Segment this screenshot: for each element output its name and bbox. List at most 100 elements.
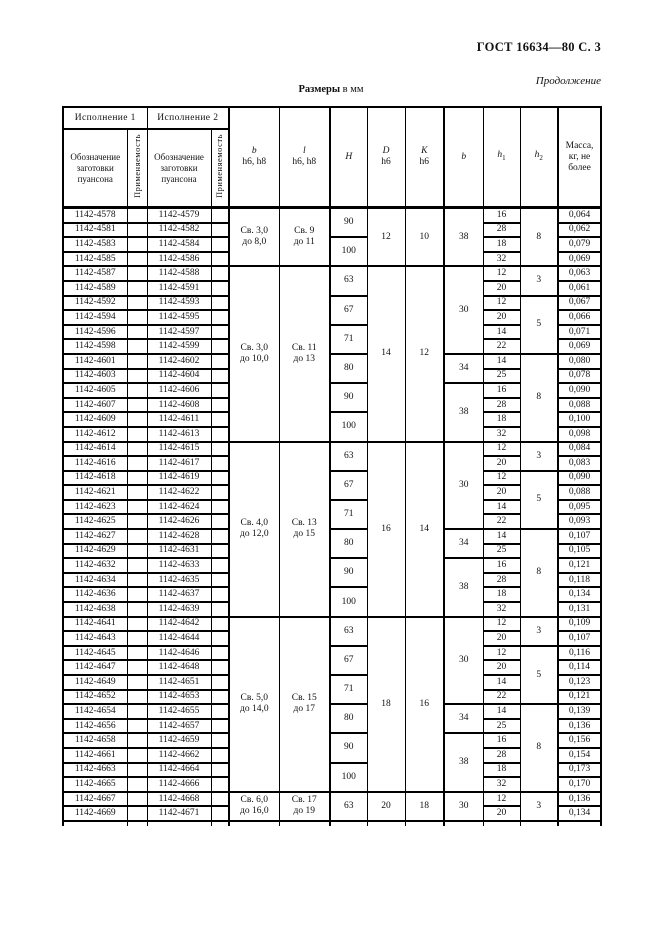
table-cell: 20 — [483, 279, 521, 296]
table-cell: 0,069 — [558, 250, 603, 267]
table-cell: 80 — [330, 703, 368, 734]
header-applicability-1: Применяемость — [127, 128, 148, 209]
table-cell — [127, 586, 148, 603]
table-cell: 0,093 — [558, 513, 603, 530]
table-cell: 1142-4595 — [147, 309, 212, 325]
table-cell: Св. 17 до 19 — [279, 790, 332, 821]
table-cell — [444, 819, 484, 826]
table-cell: 90 — [330, 557, 368, 588]
table-cell — [211, 294, 231, 311]
table-cell: 1142-4592 — [62, 294, 128, 311]
table-cell: 30 — [444, 790, 484, 821]
table-cell: 28 — [483, 221, 521, 238]
table-cell: 5 — [520, 644, 560, 705]
table-cell: 12 — [483, 644, 521, 661]
table-cell: 20 — [483, 630, 521, 646]
header-col-mass: Масса, кг, не более — [558, 106, 603, 209]
table-cell: 0,156 — [558, 732, 603, 748]
table-cell: 0,118 — [558, 571, 603, 588]
table-cell: Св. 15 до 17 — [279, 615, 332, 792]
table-row: 1142-4636 1142-4637 100 18 0,134 — [62, 586, 603, 617]
table-cell: 1142-4618 — [62, 469, 128, 486]
table-cell: 0,100 — [558, 411, 603, 427]
table-cell: 30 — [444, 615, 484, 705]
table-cell — [211, 805, 231, 821]
header-col-b: b h6, h8 — [229, 106, 280, 209]
table-cell: 12 — [405, 265, 446, 442]
table-cell: 90 — [330, 382, 368, 413]
table-cell — [211, 688, 231, 705]
table-cell: 1142-4614 — [62, 440, 128, 457]
table-cell: 1142-4623 — [62, 498, 128, 515]
table-cell: 25 — [483, 717, 521, 734]
table-cell — [127, 528, 148, 544]
table-cell: 25 — [483, 367, 521, 384]
table-cell: 0,121 — [558, 688, 603, 705]
table-cell: 0,131 — [558, 601, 603, 617]
table-cell: 30 — [444, 440, 484, 530]
table-cell: 0,088 — [558, 484, 603, 500]
table-cell: 1142-4624 — [147, 498, 212, 515]
table-cell: 1142-4579 — [147, 206, 212, 223]
table-cell — [127, 513, 148, 530]
table-cell: 22 — [483, 338, 521, 354]
table-row: 1142-4581 1142-4582 28 0,062 — [62, 221, 603, 238]
table-row: 1142-4661 1142-4662 28 0,154 — [62, 746, 603, 763]
table-cell: 20 — [483, 455, 521, 471]
table-cell: 67 — [330, 644, 368, 675]
table-cell: 71 — [330, 323, 368, 354]
table-cell — [211, 703, 231, 719]
table-cell: 1142-4588 — [147, 265, 212, 281]
table-cell: 1142-4649 — [62, 674, 128, 690]
table-cell — [127, 542, 148, 559]
table-cell: 1142-4664 — [147, 761, 212, 778]
table-cell — [211, 469, 231, 486]
table-cell — [127, 367, 148, 384]
table-cell: 20 — [483, 484, 521, 500]
table-cell — [211, 542, 231, 559]
table-cell: 0,063 — [558, 265, 603, 281]
table-cell: 0,095 — [558, 498, 603, 515]
table-cell: 12 — [483, 615, 521, 632]
table-row: 1142-4658 1142-4659 90 38 16 0,156 — [62, 732, 603, 792]
table-cell: 0,069 — [558, 338, 603, 354]
table-row: 1142-4652 1142-4653 22 0,121 — [62, 688, 603, 705]
table-row: 1142-4583 1142-4584 100 18 0,079 — [62, 236, 603, 267]
table-cell: 1142-4627 — [62, 528, 128, 544]
header-designation-1: Обозначение заготовки пуансона — [62, 128, 128, 209]
table-row: 1142-4585 1142-4586 32 0,069 — [62, 250, 603, 267]
table-cell: 1142-4607 — [62, 396, 128, 413]
table-cell: 16 — [483, 206, 521, 223]
table-cell: 100 — [330, 586, 368, 617]
table-cell — [127, 411, 148, 427]
table-cell: Св. 3,0 до 8,0 — [229, 206, 280, 267]
table-cell: 1142-4609 — [62, 411, 128, 427]
table-cell: 1142-4653 — [147, 688, 212, 705]
table-cell: 1142-4661 — [62, 746, 128, 763]
table-cell: 1142-4598 — [62, 338, 128, 354]
table-cell — [127, 571, 148, 588]
table-cell: Св. 6,0 до 16,0 — [229, 790, 280, 821]
table-cell — [211, 586, 231, 603]
table-cell: 38 — [444, 732, 484, 792]
table-cell — [127, 819, 148, 826]
table-cell — [127, 382, 148, 398]
table-cell: 1142-4658 — [62, 732, 128, 748]
header-col-b2: b — [444, 106, 484, 209]
table-cell — [62, 819, 128, 826]
table-cell: 1142-4616 — [62, 455, 128, 471]
table-cell: 0,061 — [558, 279, 603, 296]
table-cell — [127, 644, 148, 661]
table-cell: 3 — [520, 440, 560, 471]
header-col-h2: h2 — [520, 106, 560, 209]
table-cell — [211, 513, 231, 530]
table-cell: 1142-4668 — [147, 790, 212, 807]
table-cell: 12 — [483, 790, 521, 807]
table-cell: 1142-4581 — [62, 221, 128, 238]
table-row: 1142-4618 1142-4619 67 12 5 0,090 — [62, 469, 603, 530]
table-cell: 0,062 — [558, 221, 603, 238]
table-cell: 1142-4593 — [147, 294, 212, 311]
table-cell — [127, 790, 148, 807]
table-cell: 8 — [520, 703, 560, 792]
